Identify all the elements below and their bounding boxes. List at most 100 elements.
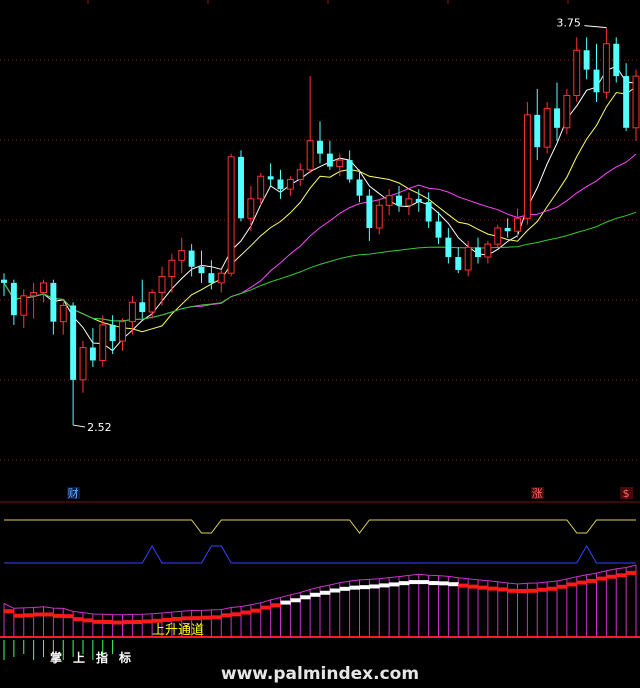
channel-segment-8 [83,618,94,623]
candle-body-63 [623,76,630,128]
channel-segment-24 [241,610,252,615]
candle-23 [227,153,235,277]
candle-44 [435,211,442,245]
candle-13 [128,295,136,335]
channel-segment-51 [507,588,518,593]
channel-segment-5 [53,613,64,618]
candle-63 [623,63,630,132]
candle-39 [385,189,393,216]
candle-body-22 [217,272,225,284]
candle-27 [267,163,274,186]
channel-segment-13 [132,620,143,624]
channel-segment-46 [458,583,469,588]
candle-12 [119,318,126,351]
candle-body-38 [375,204,383,229]
event-marker-bg-0 [67,487,81,499]
candle-body-59 [583,50,590,70]
candle-46 [455,247,462,274]
channel-segment-47 [468,584,479,589]
candle-body-0 [1,279,7,283]
indicator-panel [0,519,640,660]
candle-64 [632,69,640,141]
candle-body-21 [208,273,215,283]
channel-segment-43 [428,581,439,586]
candle-38 [375,198,383,235]
candle-body-46 [455,257,462,270]
candle-32 [317,121,323,164]
candle-52 [514,208,521,238]
candle-9 [89,328,96,367]
channel-segment-2 [23,613,35,618]
candle-50 [494,224,502,248]
candle-body-6 [59,305,67,323]
candle-body-54 [534,114,541,148]
candle-16 [158,266,166,306]
candle-body-30 [296,169,304,180]
candle-body-31 [306,140,314,171]
candle-body-17 [168,259,176,277]
candle-body-4 [40,282,47,294]
candle-59 [583,37,590,80]
candle-body-51 [504,227,511,232]
candle-30 [296,163,304,186]
channel-segment-50 [497,587,509,592]
candle-41 [405,192,413,216]
event-marker-bg-2 [620,487,634,499]
channel-segment-0 [4,609,15,614]
candle-body-44 [435,221,442,238]
candle-24 [238,150,244,222]
candle-61 [602,27,610,99]
candle-body-27 [267,176,274,180]
channel-segment-52 [517,588,528,593]
candle-22 [217,269,225,293]
candle-body-47 [464,246,472,271]
channel-segment-36 [359,585,370,590]
high-price-label: 3.75 [556,17,581,30]
upper-indicator-line [4,519,636,534]
candle-48 [475,237,481,264]
channel-segment-42 [418,580,430,585]
channel-segment-62 [616,573,627,578]
channel-segment-34 [339,586,351,591]
channel-segment-31 [310,592,321,597]
low-price-label: 2.52 [87,421,112,434]
channel-segment-29 [290,598,301,603]
candle-body-55 [543,107,551,148]
candle-body-58 [573,49,581,96]
channel-segment-9 [92,619,104,624]
candle-body-1 [10,282,17,316]
candle-26 [257,173,265,206]
candle-body-60 [593,69,600,93]
channel-segment-58 [576,580,588,585]
candle-8 [79,341,87,393]
candle-body-32 [317,140,323,154]
candle-36 [356,169,363,203]
candle-body-45 [445,237,452,258]
candle-body-20 [198,266,205,274]
candle-15 [148,289,156,319]
candle-5 [50,279,57,335]
candle-body-61 [602,43,610,93]
channel-segment-11 [112,620,123,625]
channel-segment-1 [13,613,25,618]
candle-45 [445,227,452,264]
high-pointer [584,25,607,29]
candle-body-37 [366,195,373,228]
channel-segment-3 [33,612,44,617]
channel-segment-63 [626,570,637,575]
candle-body-53 [523,114,531,219]
ma-line-5 [3,65,637,352]
signal-text: 掌上指标 [50,650,142,665]
candle-54 [534,89,541,161]
candle-body-43 [425,202,432,222]
candle-60 [593,43,600,102]
event-marker-1: 涨 [531,487,545,500]
channel-segment-37 [369,584,380,589]
candle-body-41 [405,198,413,206]
channel-segment-14 [142,619,153,624]
channel-segment-17 [171,616,183,621]
candle-body-36 [356,179,363,196]
channel-segment-48 [478,585,489,590]
candle-body-18 [178,250,186,261]
candle-10 [99,315,107,367]
